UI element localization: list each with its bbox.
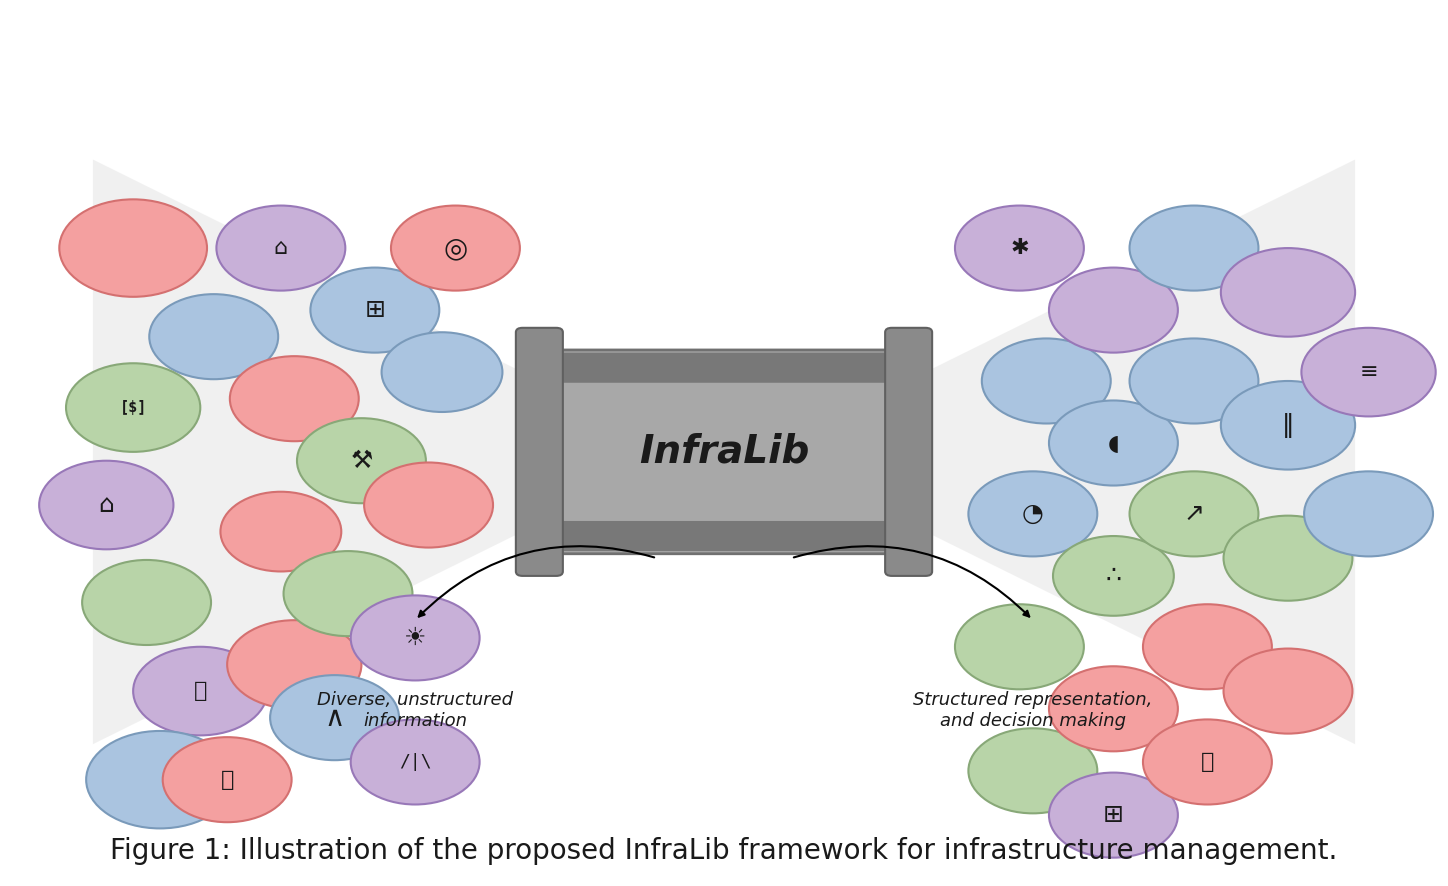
Circle shape (310, 268, 439, 353)
Circle shape (1305, 471, 1434, 556)
Circle shape (1129, 206, 1258, 291)
Circle shape (227, 620, 362, 709)
Circle shape (284, 551, 413, 636)
Circle shape (382, 332, 502, 412)
Circle shape (39, 461, 174, 549)
FancyBboxPatch shape (527, 353, 921, 383)
Circle shape (87, 731, 235, 828)
Text: ⌂: ⌂ (274, 238, 288, 258)
Circle shape (956, 206, 1085, 291)
Text: ≡: ≡ (1360, 362, 1378, 382)
Circle shape (1221, 248, 1355, 337)
Text: ✱: ✱ (1011, 238, 1028, 258)
Circle shape (1224, 516, 1352, 601)
Circle shape (1048, 268, 1177, 353)
Text: InfraLib: InfraLib (639, 433, 809, 470)
Circle shape (1129, 471, 1258, 556)
Text: Diverse, unstructured
information: Diverse, unstructured information (317, 691, 513, 730)
FancyBboxPatch shape (885, 328, 933, 576)
FancyBboxPatch shape (527, 521, 921, 551)
Circle shape (83, 560, 211, 645)
Text: ◎: ◎ (443, 234, 468, 262)
Polygon shape (925, 159, 1355, 744)
Circle shape (133, 647, 268, 735)
Circle shape (363, 462, 492, 548)
Circle shape (350, 719, 479, 804)
Text: Structured representation,
and decision making: Structured representation, and decision … (914, 691, 1153, 730)
Text: ‖: ‖ (1281, 413, 1295, 438)
Text: Figure 1: Illustration of the proposed InfraLib framework for infrastructure man: Figure 1: Illustration of the proposed I… (110, 836, 1338, 865)
Text: ⌖: ⌖ (1200, 752, 1213, 772)
Circle shape (1142, 719, 1271, 804)
Text: ⛈: ⛈ (220, 770, 233, 789)
Text: [$]: [$] (120, 400, 146, 415)
Text: ◔: ◔ (1022, 501, 1044, 526)
Circle shape (350, 595, 479, 680)
Circle shape (216, 206, 345, 291)
Text: ⊞: ⊞ (1103, 803, 1124, 828)
Text: ⚒: ⚒ (350, 448, 372, 473)
FancyBboxPatch shape (515, 328, 563, 576)
Circle shape (956, 604, 1085, 689)
Circle shape (271, 675, 400, 760)
Text: /|\: /|\ (398, 753, 432, 771)
Circle shape (969, 728, 1098, 813)
Circle shape (149, 294, 278, 379)
Text: ∴: ∴ (1105, 563, 1121, 588)
Circle shape (1221, 381, 1355, 470)
Text: ⊞: ⊞ (365, 298, 385, 323)
Circle shape (1142, 604, 1271, 689)
Text: ☀: ☀ (404, 626, 426, 650)
Circle shape (969, 471, 1098, 556)
Polygon shape (93, 159, 523, 744)
Circle shape (1048, 400, 1177, 486)
Circle shape (1053, 536, 1174, 616)
Circle shape (1129, 338, 1258, 424)
Circle shape (1048, 666, 1177, 751)
Text: ◖: ◖ (1108, 433, 1119, 453)
Circle shape (1224, 649, 1352, 734)
Text: ⌂: ⌂ (98, 493, 114, 517)
Circle shape (1302, 328, 1436, 416)
FancyBboxPatch shape (523, 350, 925, 554)
Circle shape (67, 363, 200, 452)
Text: ⎙: ⎙ (194, 681, 207, 701)
Text: ∧: ∧ (324, 703, 345, 732)
Circle shape (1048, 773, 1177, 858)
Circle shape (297, 418, 426, 503)
Circle shape (982, 338, 1111, 424)
Text: ↗: ↗ (1183, 501, 1205, 526)
Circle shape (59, 199, 207, 297)
Circle shape (220, 492, 342, 571)
Circle shape (391, 206, 520, 291)
Circle shape (162, 737, 291, 822)
Circle shape (230, 356, 359, 441)
